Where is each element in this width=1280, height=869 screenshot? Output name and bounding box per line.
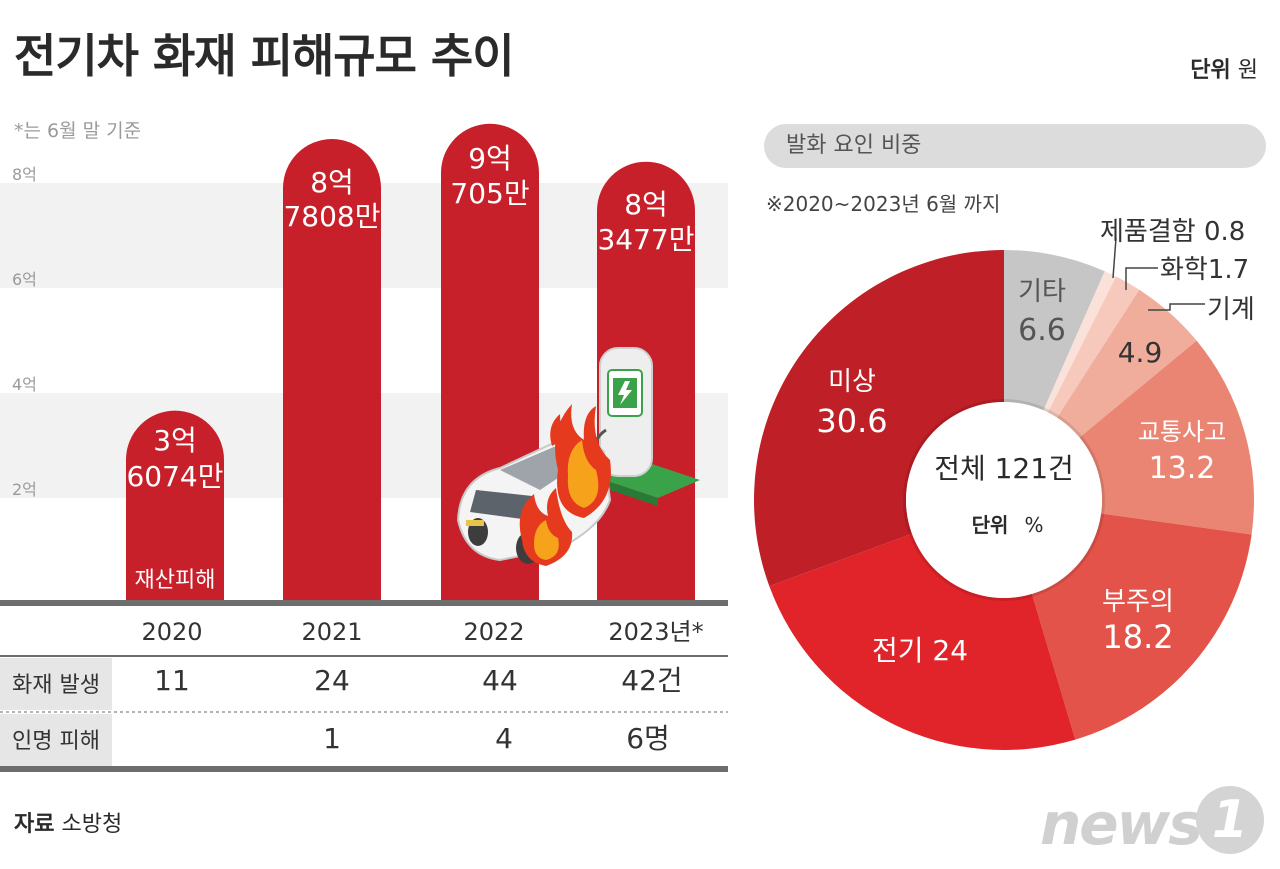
donut-slice-화학	[1047, 276, 1140, 418]
x-tick-label: 2022	[463, 618, 524, 646]
page-title: 전기차 화재 피해규모 추이	[14, 29, 515, 83]
bar-value-label: 3억	[153, 424, 197, 457]
donut-slice-제품결함	[1043, 271, 1117, 413]
unit-label-bold: 단위	[1190, 58, 1231, 83]
slice-label: 전기 24	[872, 634, 968, 667]
slice-label: 기타	[1018, 277, 1066, 307]
bar-value-label: 6074만	[126, 460, 223, 493]
x-tick-label: 2021	[301, 618, 362, 646]
bar-chart: 8억 6억 4억 2억 3억 6074만 재산피해 8억 7808만 9억 70…	[0, 123, 728, 772]
slice-value: 6.6	[1018, 313, 1066, 348]
callout-line	[1125, 267, 1158, 290]
y-tick-label: 4억	[12, 375, 37, 394]
donut-hole	[906, 402, 1102, 598]
table-cell: 44	[482, 664, 518, 697]
row-label-bg	[0, 714, 112, 766]
bar-value-label: 705만	[450, 177, 529, 210]
donut-center-unit-bold: 단위	[972, 513, 1009, 537]
donut-chart: 전체 121건 단위 % 미상 30.6 기타 6.6 4.9 교통사고 13.…	[754, 217, 1255, 750]
callout-label: 제품결함 0.8	[1100, 217, 1245, 247]
table-top-rule	[0, 600, 728, 606]
donut-slices	[754, 250, 1254, 750]
donut-slice-기타	[1004, 250, 1105, 411]
source-credit: 자료 소방청	[14, 806, 122, 838]
donut-header: 발화 요인 비중	[764, 124, 1266, 168]
news1-logo-text: news	[1040, 790, 1203, 858]
table-cell: 24	[314, 664, 350, 697]
table-cell: 6명	[626, 722, 670, 755]
bar-value-label: 3477만	[597, 223, 694, 256]
bar-value-label: 8억	[624, 188, 668, 221]
callout-line	[1112, 237, 1117, 279]
charger-illustration	[593, 347, 700, 506]
table-bottom-rule	[0, 766, 728, 772]
table-cell: 11	[154, 664, 190, 697]
unit-label: 단위 원	[1190, 52, 1258, 84]
slice-label: 교통사고	[1138, 418, 1226, 446]
callout-label: 화학1.7	[1160, 255, 1249, 285]
slice-value: 4.9	[1118, 336, 1163, 369]
bar-value-label: 8억	[310, 166, 354, 199]
unit-label-value: 원	[1237, 58, 1258, 83]
callout-label: 기계	[1207, 295, 1255, 325]
donut-period: ※2020~2023년 6월 까지	[766, 192, 1001, 216]
callout-line	[1148, 303, 1205, 311]
slice-value: 13.2	[1149, 451, 1216, 486]
table-cell: 42건	[621, 664, 682, 697]
y-tick-label: 2억	[12, 480, 37, 499]
donut-slice-미상	[754, 250, 1004, 587]
x-tick-label: 2020	[141, 618, 202, 646]
donut-slice-교통사고	[1079, 340, 1254, 535]
row-label: 인명 피해	[12, 729, 100, 754]
bar-value-label: 9억	[468, 142, 512, 175]
table-cell: 1	[323, 722, 341, 755]
bar-value-label: 7808만	[283, 200, 380, 233]
table-cell: 4	[495, 722, 513, 755]
slice-value: 18.2	[1102, 618, 1173, 656]
slice-label: 부주의	[1102, 587, 1174, 617]
row-label-bg	[0, 658, 112, 710]
news1-logo-mark: 1	[1196, 786, 1264, 854]
donut-slice-부주의	[1031, 513, 1252, 740]
series-label: 재산피해	[135, 568, 216, 593]
bar-2020	[126, 410, 224, 600]
source-credit-bold: 자료	[14, 812, 55, 837]
slice-value: 30.6	[816, 402, 887, 440]
donut-slice-기계	[1057, 289, 1197, 438]
baseline-note: *는 6월 말 기준	[14, 120, 142, 142]
fire-illustration	[519, 404, 611, 566]
bars	[126, 123, 695, 601]
donut-slice-전기	[769, 533, 1076, 750]
y-tick-label: 6억	[12, 270, 37, 289]
x-tick-label: 2023년*	[608, 618, 703, 646]
donut-center-title: 전체 121건	[934, 452, 1074, 485]
donut-center-unit: %	[1024, 513, 1043, 537]
bar-2021	[283, 139, 381, 601]
row-label: 화재 발생	[12, 673, 100, 698]
y-tick-label: 8억	[12, 165, 37, 184]
slice-label: 미상	[828, 367, 876, 397]
source-credit-name: 소방청	[61, 812, 123, 837]
